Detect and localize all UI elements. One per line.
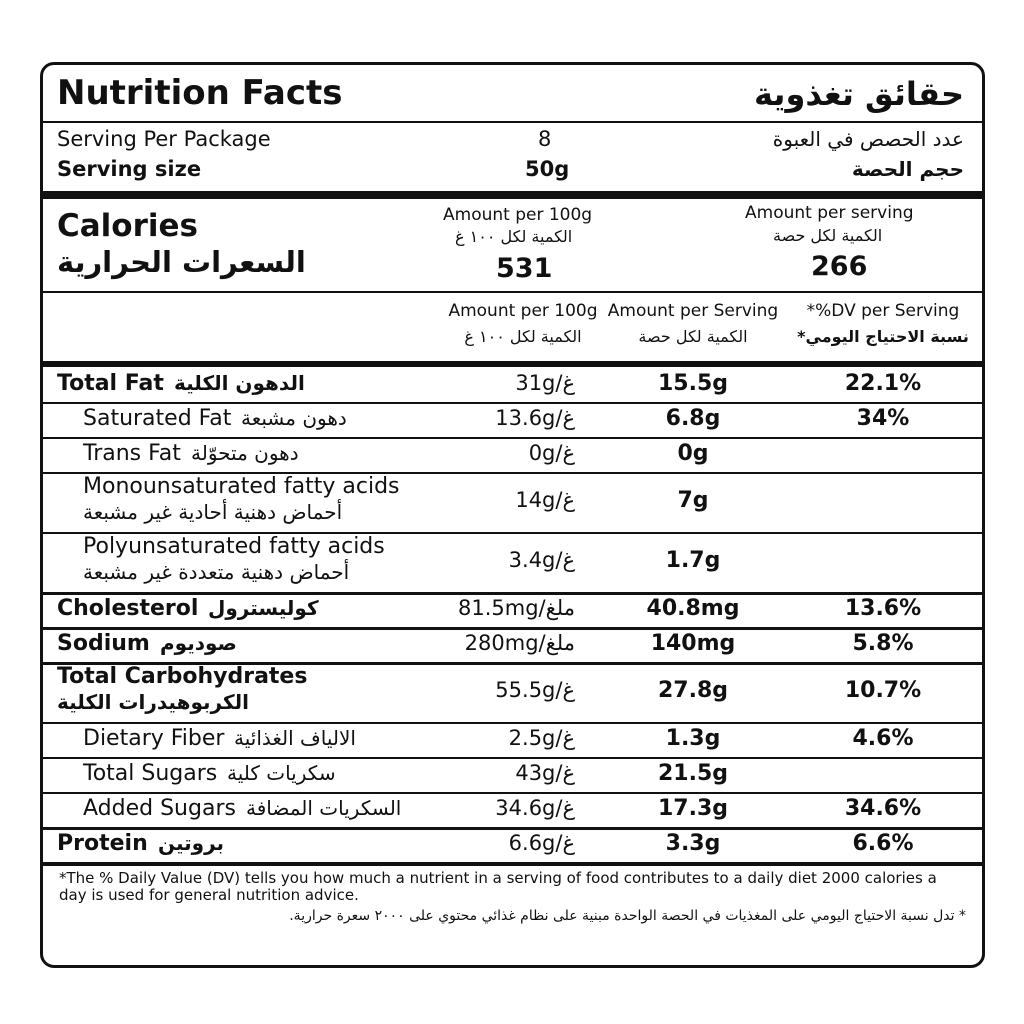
serving-value: 1.7g (665, 548, 721, 573)
dv-value: 13.6% (844, 595, 922, 621)
nutrient-ar: أحماض دهنية أحادية غير مشبعة (83, 500, 343, 524)
nutrient-en: Total Sugars (83, 761, 218, 786)
row-divider (43, 722, 982, 724)
column-header-en: Amount per 100g (448, 301, 598, 321)
nutrient-en: Added Sugars (83, 796, 236, 821)
serving-size-en: Serving size (57, 157, 202, 181)
serving-value: 40.8mg (646, 595, 740, 621)
nutrient-en: Monounsaturated fatty acids (83, 474, 400, 499)
nutrient-ar: أحماض دهنية متعددة غير مشبعة (83, 560, 350, 584)
serving-size-value: 50g (525, 157, 570, 181)
thick-divider (43, 862, 982, 866)
per100-value: 55.5g/غ (495, 678, 575, 702)
nutrient-en: Protein (57, 831, 148, 856)
per100-value: 2.5g/غ (508, 725, 575, 750)
nutrient-ar: دهون مشبعة (241, 406, 347, 430)
per-package-ar: عدد الحصص في العبوة (772, 127, 964, 151)
nutrient-ar: بروتين (158, 831, 225, 855)
per100-value: 3.4g/غ (508, 548, 575, 572)
serving-value: 0g (677, 440, 709, 466)
serving-value: 3.3g (665, 830, 721, 856)
row-divider (43, 827, 982, 830)
divider (43, 291, 982, 293)
footnote-en: *The % Daily Value (DV) tells you how mu… (59, 869, 937, 904)
serving-value: 27.8g (657, 678, 729, 703)
row-divider (43, 757, 982, 759)
nutrient-ar: كوليسترول (208, 596, 319, 620)
row-divider (43, 792, 982, 794)
column-header-en: *%DV per Serving (806, 301, 960, 321)
divider (43, 121, 982, 123)
thick-divider (43, 191, 982, 199)
per100-calories: 531 (496, 253, 553, 284)
row-divider (43, 437, 982, 439)
dv-value: 5.8% (852, 630, 914, 656)
nutrient-en: Total Carbohydrates (57, 664, 308, 689)
dv-value: 22.1% (844, 370, 922, 396)
row-divider (43, 662, 982, 665)
column-header-ar: الكمية لكل حصة (638, 327, 748, 346)
serving-size-ar: حجم الحصة (851, 157, 964, 181)
calories-ar: السعرات الحرارية (57, 245, 306, 279)
per100-value: 81.5mg/ملغ (457, 595, 575, 620)
per100-value: 14g/غ (515, 488, 575, 512)
nutrient-en: Dietary Fiber (83, 726, 225, 751)
row-divider (43, 472, 982, 474)
nutrient-en: Trans Fat (83, 441, 181, 466)
nutrition-label: Nutrition Facts حقائق تغذوية Serving Per… (40, 62, 985, 968)
serving-value: 1.3g (665, 725, 721, 751)
nutrient-ar: الكربوهيدرات الكلية (57, 690, 249, 714)
per-package-en: Serving Per Package (57, 127, 271, 151)
serving-value: 21.5g (657, 760, 729, 786)
per100-value: 31g/غ (515, 370, 575, 395)
nutrient-en: Polyunsaturated fatty acids (83, 534, 385, 559)
column-header-ar: نسبة الاحتياج اليومي* (797, 327, 969, 346)
row-divider (43, 592, 982, 595)
dv-value: 34.6% (844, 795, 922, 821)
serving-en: Amount per serving (745, 203, 914, 223)
nutrient-ar: الدهون الكلية (174, 371, 305, 395)
per100-value: 280mg/ملغ (464, 630, 575, 655)
nutrient-en: Saturated Fat (83, 406, 232, 431)
nutrient-en: Cholesterol (57, 596, 199, 621)
dv-value: 10.7% (844, 678, 922, 703)
per-package-value: 8 (538, 127, 552, 151)
serving-calories: 266 (811, 251, 868, 282)
nutrient-en: Sodium (57, 631, 150, 656)
dv-value: 4.6% (852, 725, 914, 751)
serving-value: 6.8g (665, 405, 721, 431)
serving-ar: الكمية لكل حصة (773, 226, 883, 245)
nutrient-en: Total Fat (57, 371, 164, 396)
calories-en: Calories (57, 208, 198, 244)
nutrient-ar: السكريات المضافة (246, 796, 402, 820)
nutrient-ar: سكريات كلية (227, 761, 336, 785)
nutrient-ar: دهون متحوّلة (191, 441, 299, 465)
nutrient-ar: صوديوم (160, 631, 237, 655)
row-divider (43, 627, 982, 630)
footnote-ar: * تدل نسبة الاحتياج اليومي على المغذيات … (289, 908, 966, 924)
per100-value: 0g/غ (528, 440, 575, 465)
dv-value: 6.6% (852, 830, 914, 856)
title-ar: حقائق تغذوية (754, 75, 964, 113)
dv-value: 34% (856, 405, 910, 431)
column-header-en: Amount per Serving (607, 301, 779, 321)
per100-en: Amount per 100g (443, 205, 593, 225)
per100-value: 13.6g/غ (495, 405, 575, 430)
row-divider (43, 532, 982, 534)
serving-value: 7g (677, 488, 709, 513)
column-header-ar: الكمية لكل ١٠٠ غ (464, 327, 582, 346)
per100-value: 6.6g/غ (508, 830, 575, 855)
nutrient-ar: الالياف الغذائية (234, 726, 356, 750)
title-en: Nutrition Facts (57, 73, 343, 113)
per100-ar: الكمية لكل ١٠٠ غ (455, 227, 573, 246)
serving-value: 17.3g (657, 795, 729, 821)
thick-divider (43, 361, 982, 367)
serving-value: 15.5g (657, 370, 729, 396)
per100-value: 43g/غ (515, 760, 575, 785)
serving-value: 140mg (650, 630, 736, 656)
per100-value: 34.6g/غ (495, 795, 575, 820)
row-divider (43, 402, 982, 404)
